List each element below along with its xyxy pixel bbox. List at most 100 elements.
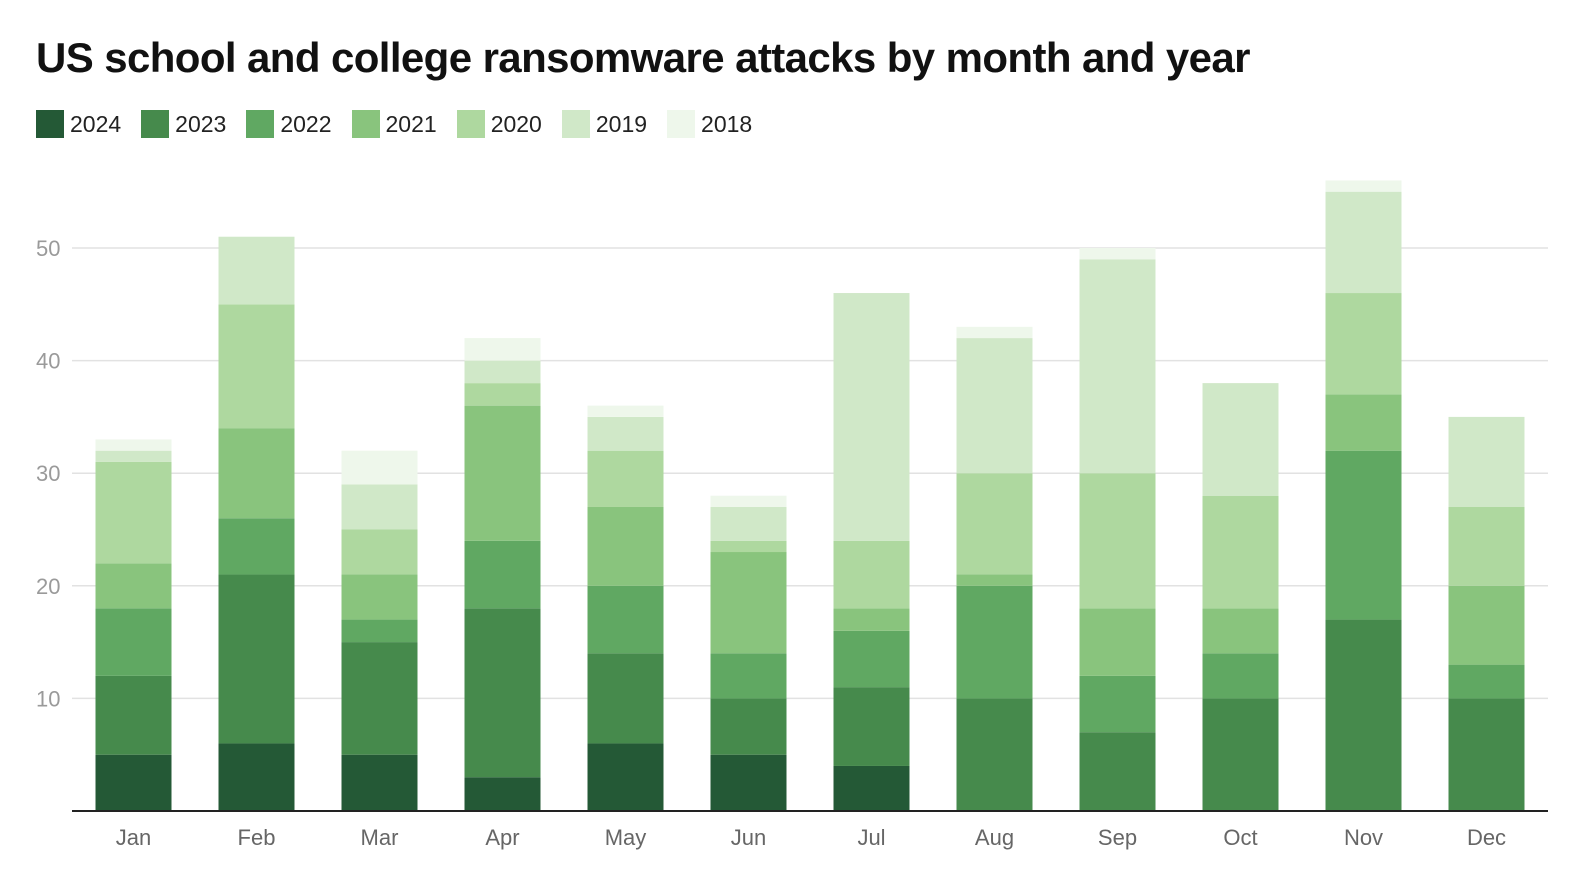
bar-segment-mar-2021 [341, 574, 418, 620]
bar-segment-jul-2023 [833, 687, 910, 766]
bar-segment-jul-2021 [833, 608, 910, 631]
bar-segment-may-2024 [587, 743, 664, 811]
legend-swatch [667, 110, 696, 138]
legend-item-2020: 2020 [456, 110, 542, 138]
bar-segment-jul-2024 [833, 765, 910, 811]
x-tick-label: Nov [1344, 825, 1383, 850]
legend-swatch [456, 110, 485, 138]
legend-swatch [141, 110, 170, 138]
bar-segment-nov-2022 [1325, 450, 1402, 620]
bar-segment-feb-2022 [218, 518, 295, 575]
bar-segment-may-2018 [587, 405, 664, 417]
x-tick-label: Aug [975, 825, 1014, 850]
bar-segment-sep-2019 [1079, 259, 1156, 474]
bar-segment-jun-2020 [710, 540, 787, 553]
legend-item-2021: 2021 [351, 110, 437, 138]
x-tick-label: Jan [116, 825, 151, 850]
bar-segment-jun-2023 [710, 698, 787, 755]
bar-segment-jun-2018 [710, 495, 787, 507]
x-tick-label: Dec [1467, 825, 1506, 850]
legend-item-2019: 2019 [561, 110, 647, 138]
bar-segment-dec-2022 [1448, 664, 1525, 699]
bar-segment-jan-2020 [95, 461, 172, 564]
bar-segment-jan-2024 [95, 754, 172, 811]
bar-segment-aug-2022 [956, 585, 1033, 699]
bar-segment-oct-2023 [1202, 698, 1279, 811]
bar-segment-may-2023 [587, 653, 664, 744]
bar-segment-jun-2019 [710, 506, 787, 541]
y-tick-label: 10 [36, 686, 60, 711]
bar-segment-mar-2023 [341, 642, 418, 755]
bar-segment-nov-2020 [1325, 293, 1402, 395]
bar-segment-dec-2023 [1448, 698, 1525, 811]
bar-segment-oct-2021 [1202, 608, 1279, 654]
bar-segment-mar-2019 [341, 484, 418, 530]
bar-segment-aug-2021 [956, 574, 1033, 586]
bar-segment-mar-2022 [341, 619, 418, 643]
bar-segment-oct-2020 [1202, 495, 1279, 609]
bar-segment-jan-2018 [95, 439, 172, 451]
bar-segment-mar-2020 [341, 529, 418, 575]
bar-segment-dec-2021 [1448, 585, 1525, 665]
bar-segment-nov-2018 [1325, 180, 1402, 192]
bar-segment-oct-2019 [1202, 383, 1279, 496]
legend: 2024 2023 2022 2021 2020 2019 2018 [36, 110, 772, 138]
bar-segment-jan-2023 [95, 675, 172, 755]
legend-label: 2020 [490, 110, 542, 137]
legend-label: 2022 [280, 110, 332, 137]
x-tick-label: Jun [731, 825, 766, 850]
x-tick-label: Jul [857, 825, 885, 850]
bar-segment-jan-2022 [95, 608, 172, 676]
y-tick-label: 40 [36, 349, 60, 374]
legend-label: 2018 [701, 110, 753, 137]
bar-segment-nov-2019 [1325, 191, 1402, 294]
bar-segment-feb-2024 [218, 743, 295, 811]
bar-segment-dec-2020 [1448, 506, 1525, 586]
legend-item-2024: 2024 [36, 110, 121, 138]
legend-item-2023: 2023 [141, 110, 226, 138]
x-tick-label: Apr [485, 825, 519, 850]
legend-item-2022: 2022 [246, 110, 332, 138]
chart-title: US school and college ransomware attacks… [36, 34, 1251, 81]
bar-segment-jul-2019 [833, 293, 910, 541]
bar-segment-sep-2020 [1079, 473, 1156, 609]
legend-swatch [246, 110, 275, 138]
bar-segment-jan-2021 [95, 563, 172, 609]
bar-segment-sep-2022 [1079, 675, 1156, 733]
y-tick-label: 30 [36, 461, 60, 486]
y-tick-label: 20 [36, 574, 60, 599]
bar-segment-feb-2019 [218, 236, 295, 305]
bar-segment-mar-2018 [341, 450, 418, 485]
x-tick-label: Feb [238, 825, 276, 850]
bar-segment-aug-2020 [956, 473, 1033, 575]
bar-segment-aug-2018 [956, 326, 1033, 339]
legend-label: 2024 [70, 110, 122, 137]
bar-segment-apr-2022 [464, 540, 541, 609]
bar-segment-may-2022 [587, 585, 664, 654]
bar-segment-mar-2024 [341, 754, 418, 811]
bar-segment-aug-2019 [956, 338, 1033, 474]
bar-segment-may-2019 [587, 416, 664, 451]
bar-segment-apr-2024 [464, 777, 541, 811]
bar-segment-jun-2022 [710, 653, 787, 699]
bar-segment-aug-2023 [956, 698, 1033, 811]
bar-segment-may-2020 [587, 450, 664, 507]
bar-segment-apr-2018 [464, 338, 541, 361]
bar-segment-nov-2021 [1325, 394, 1402, 451]
x-tick-label: May [605, 825, 647, 850]
bar-segment-oct-2022 [1202, 653, 1279, 699]
bar-segment-jan-2019 [95, 450, 172, 462]
bar-segment-may-2021 [587, 506, 664, 586]
x-tick-label: Sep [1098, 825, 1137, 850]
legend-swatch [351, 110, 380, 138]
bar-segment-sep-2018 [1079, 248, 1156, 260]
legend-label: 2023 [175, 110, 227, 137]
legend-item-2018: 2018 [667, 110, 752, 138]
x-tick-label: Oct [1223, 825, 1257, 850]
bar-segment-feb-2021 [218, 428, 295, 519]
bar-segment-jun-2024 [710, 754, 787, 811]
bar-segment-feb-2023 [218, 574, 295, 744]
bar-segment-apr-2019 [464, 360, 541, 384]
bar-segment-sep-2021 [1079, 608, 1156, 676]
